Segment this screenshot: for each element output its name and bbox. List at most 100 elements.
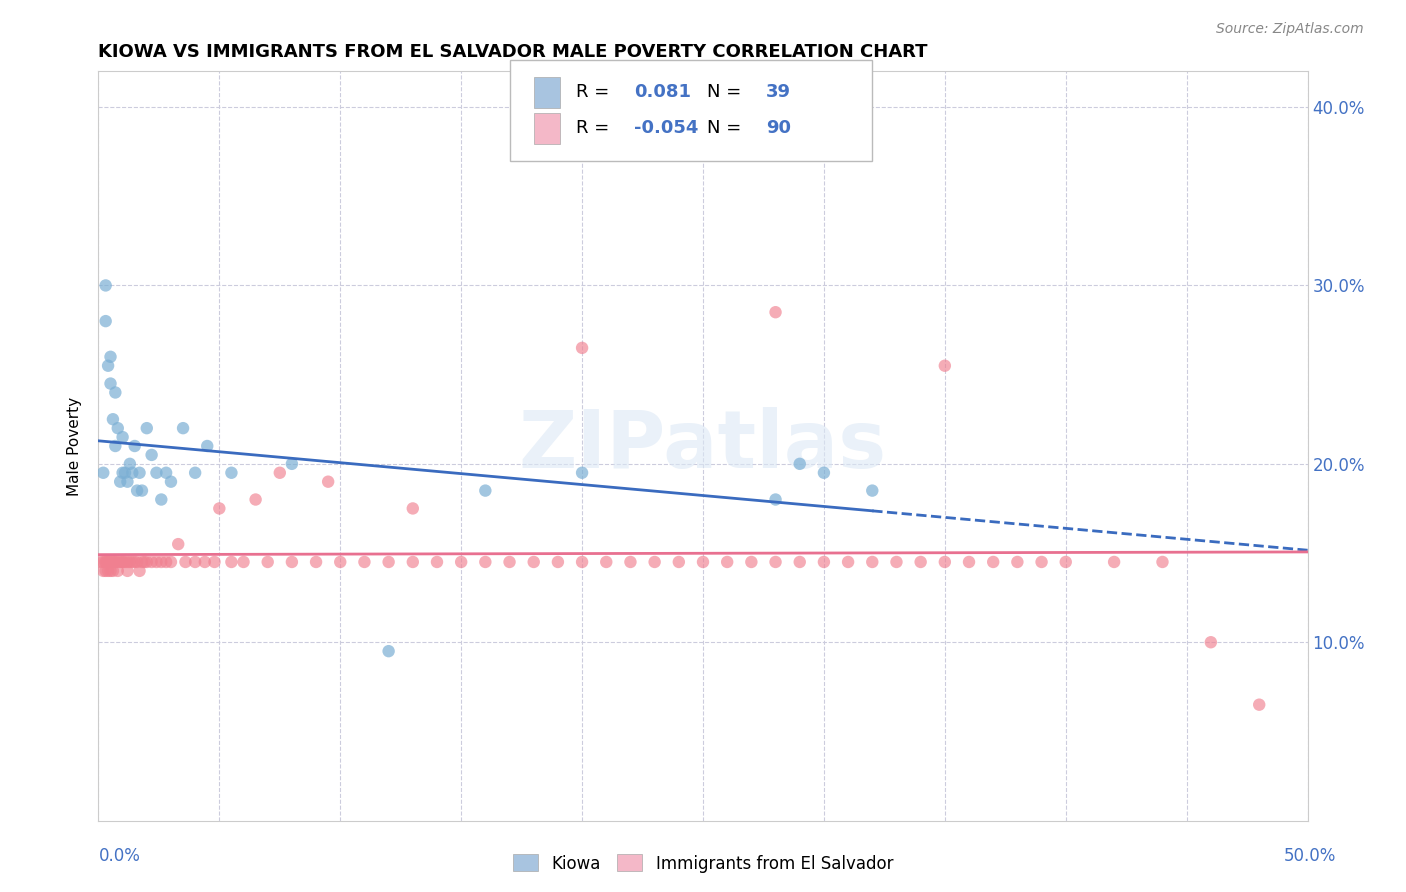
Point	[104, 555, 127, 569]
Point	[145, 555, 167, 569]
Legend: Kiowa, Immigrants from El Salvador: Kiowa, Immigrants from El Salvador	[506, 847, 900, 880]
Point	[619, 555, 641, 569]
Point	[957, 555, 980, 569]
Point	[837, 555, 859, 569]
Point	[90, 555, 112, 569]
Point	[316, 475, 339, 489]
Point	[107, 421, 129, 435]
Text: ZIPatlas: ZIPatlas	[519, 407, 887, 485]
Point	[155, 466, 177, 480]
Point	[221, 466, 243, 480]
Point	[547, 555, 569, 569]
FancyBboxPatch shape	[534, 77, 561, 108]
Point	[208, 501, 231, 516]
Point	[353, 555, 375, 569]
Point	[91, 466, 114, 480]
Point	[1102, 555, 1125, 569]
Point	[141, 448, 163, 462]
Point	[934, 555, 956, 569]
Point	[571, 341, 593, 355]
Point	[135, 555, 157, 569]
Point	[118, 457, 141, 471]
Point	[813, 555, 835, 569]
Point	[765, 555, 787, 569]
Point	[150, 492, 173, 507]
Point	[150, 555, 173, 569]
Point	[329, 555, 352, 569]
Point	[402, 501, 425, 516]
Text: N =: N =	[707, 119, 741, 136]
Point	[111, 555, 134, 569]
Point	[1031, 555, 1053, 569]
Point	[97, 564, 120, 578]
Point	[765, 492, 787, 507]
Point	[450, 555, 472, 569]
Point	[377, 555, 399, 569]
Point	[94, 555, 117, 569]
Point	[111, 430, 134, 444]
Point	[101, 555, 124, 569]
Text: -0.054: -0.054	[634, 119, 699, 136]
Point	[94, 555, 117, 569]
Point	[100, 555, 122, 569]
Point	[195, 439, 218, 453]
Point	[131, 555, 153, 569]
Point	[571, 555, 593, 569]
Point	[194, 555, 217, 569]
Text: 39: 39	[766, 83, 792, 101]
Point	[172, 421, 194, 435]
Point	[101, 555, 124, 569]
Point	[91, 555, 114, 569]
FancyBboxPatch shape	[534, 112, 561, 144]
Point	[860, 483, 883, 498]
Point	[281, 555, 304, 569]
Point	[128, 564, 150, 578]
Point	[523, 555, 546, 569]
Point	[232, 555, 254, 569]
Point	[160, 475, 183, 489]
Point	[124, 555, 146, 569]
Point	[221, 555, 243, 569]
Point	[160, 555, 183, 569]
Point	[281, 457, 304, 471]
Point	[716, 555, 738, 569]
Point	[305, 555, 328, 569]
Text: N =: N =	[707, 83, 741, 101]
Point	[644, 555, 666, 569]
Point	[155, 555, 177, 569]
Point	[108, 475, 131, 489]
Point	[107, 555, 129, 569]
Point	[1007, 555, 1029, 569]
Point	[100, 564, 122, 578]
Point	[474, 483, 496, 498]
Point	[1152, 555, 1174, 569]
Point	[107, 564, 129, 578]
Point	[104, 385, 127, 400]
Point	[145, 466, 167, 480]
Point	[104, 439, 127, 453]
Point	[141, 555, 163, 569]
Point	[668, 555, 690, 569]
Point	[127, 483, 149, 498]
Point	[94, 564, 117, 578]
Point	[124, 439, 146, 453]
Point	[111, 555, 134, 569]
Point	[117, 555, 139, 569]
Point	[789, 555, 811, 569]
Point	[692, 555, 714, 569]
Text: Source: ZipAtlas.com: Source: ZipAtlas.com	[1216, 22, 1364, 37]
Text: R =: R =	[576, 119, 609, 136]
Point	[184, 466, 207, 480]
Point	[269, 466, 291, 480]
Point	[813, 466, 835, 480]
Point	[256, 555, 278, 569]
Point	[981, 555, 1004, 569]
Text: 0.0%: 0.0%	[98, 847, 141, 864]
Point	[114, 555, 136, 569]
Point	[174, 555, 197, 569]
Point	[128, 466, 150, 480]
Point	[127, 555, 149, 569]
Point	[245, 492, 267, 507]
Point	[97, 555, 120, 569]
Text: R =: R =	[576, 83, 609, 101]
